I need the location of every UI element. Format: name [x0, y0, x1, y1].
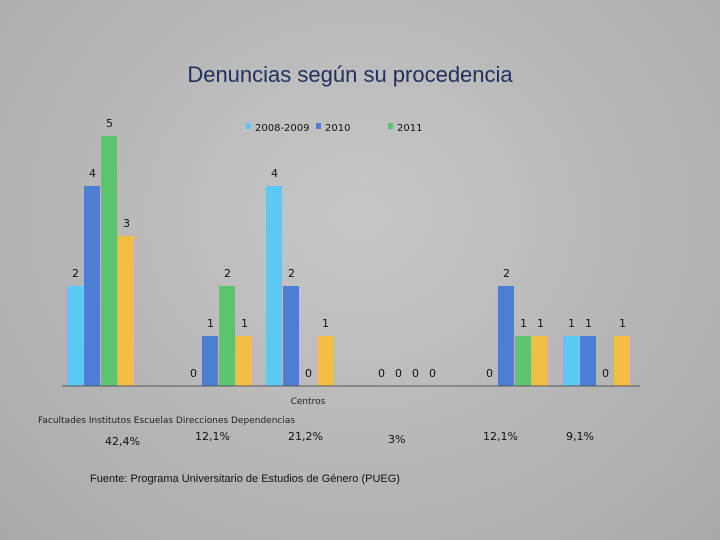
data-label-direcciones-0: 0 [378, 367, 385, 380]
bar-facultades-1 [84, 186, 100, 386]
data-label-otras-0: 1 [568, 317, 575, 330]
share-label-otras: 9,1% [566, 430, 594, 443]
share-label-direcciones: 3% [388, 433, 406, 446]
data-label-escuelas-1: 2 [288, 267, 295, 280]
data-label-facultades-3: 3 [123, 217, 130, 230]
data-label-escuelas-0: 4 [271, 167, 278, 180]
legend-swatch-0 [246, 123, 251, 129]
bar-escuelas-1 [283, 286, 299, 386]
data-label-institutos-2: 2 [224, 267, 231, 280]
bar-centros-3 [532, 336, 548, 386]
data-label-otras-2: 0 [602, 367, 609, 380]
bar-centros-2 [515, 336, 531, 386]
data-label-escuelas-2: 0 [305, 367, 312, 380]
bar-escuelas-3 [317, 336, 333, 386]
data-label-institutos-0: 0 [190, 367, 197, 380]
share-label-escuelas: 21,2% [288, 430, 323, 443]
share-label-facultades: 42,4% [105, 435, 140, 448]
data-label-centros-1: 2 [503, 267, 510, 280]
bar-centros-1 [498, 286, 514, 386]
data-label-escuelas-3: 1 [322, 317, 329, 330]
category-labels-overlapped: Facultades Institutos Escuelas Direccion… [38, 416, 295, 426]
bar-otras-3 [614, 336, 630, 386]
data-label-centros-0: 0 [486, 367, 493, 380]
data-label-otras-1: 1 [585, 317, 592, 330]
data-label-facultades-1: 4 [89, 167, 96, 180]
bar-institutos-2 [219, 286, 235, 386]
legend-label-0: 2008-2009 [255, 123, 310, 134]
data-label-centros-3: 1 [537, 317, 544, 330]
source-note: Fuente: Programa Universitario de Estudi… [90, 473, 400, 485]
bar-institutos-1 [202, 336, 218, 386]
data-label-otras-3: 1 [619, 317, 626, 330]
legend-label-2: 2011 [397, 123, 422, 134]
data-label-centros-2: 1 [520, 317, 527, 330]
data-label-direcciones-3: 0 [429, 367, 436, 380]
data-label-institutos-3: 1 [241, 317, 248, 330]
data-label-facultades-0: 2 [72, 267, 79, 280]
share-label-institutos: 12,1% [195, 430, 230, 443]
legend-swatch-1 [316, 123, 321, 129]
legend-label-1: 2010 [325, 123, 350, 134]
chart-title: Denuncias según su procedencia [187, 62, 513, 87]
x-axis-label: Centros [291, 397, 326, 407]
bar-otras-1 [580, 336, 596, 386]
share-label-centros: 12,1% [483, 430, 518, 443]
bar-facultades-3 [118, 236, 134, 386]
bar-institutos-3 [236, 336, 252, 386]
data-label-direcciones-2: 0 [412, 367, 419, 380]
bar-facultades-2 [101, 136, 117, 386]
bar-escuelas-0 [266, 186, 282, 386]
bar-facultades-0 [67, 286, 83, 386]
data-label-institutos-1: 1 [207, 317, 214, 330]
bar-otras-0 [563, 336, 579, 386]
data-label-facultades-2: 5 [106, 117, 113, 130]
data-label-direcciones-1: 0 [395, 367, 402, 380]
legend-swatch-2 [388, 123, 393, 129]
